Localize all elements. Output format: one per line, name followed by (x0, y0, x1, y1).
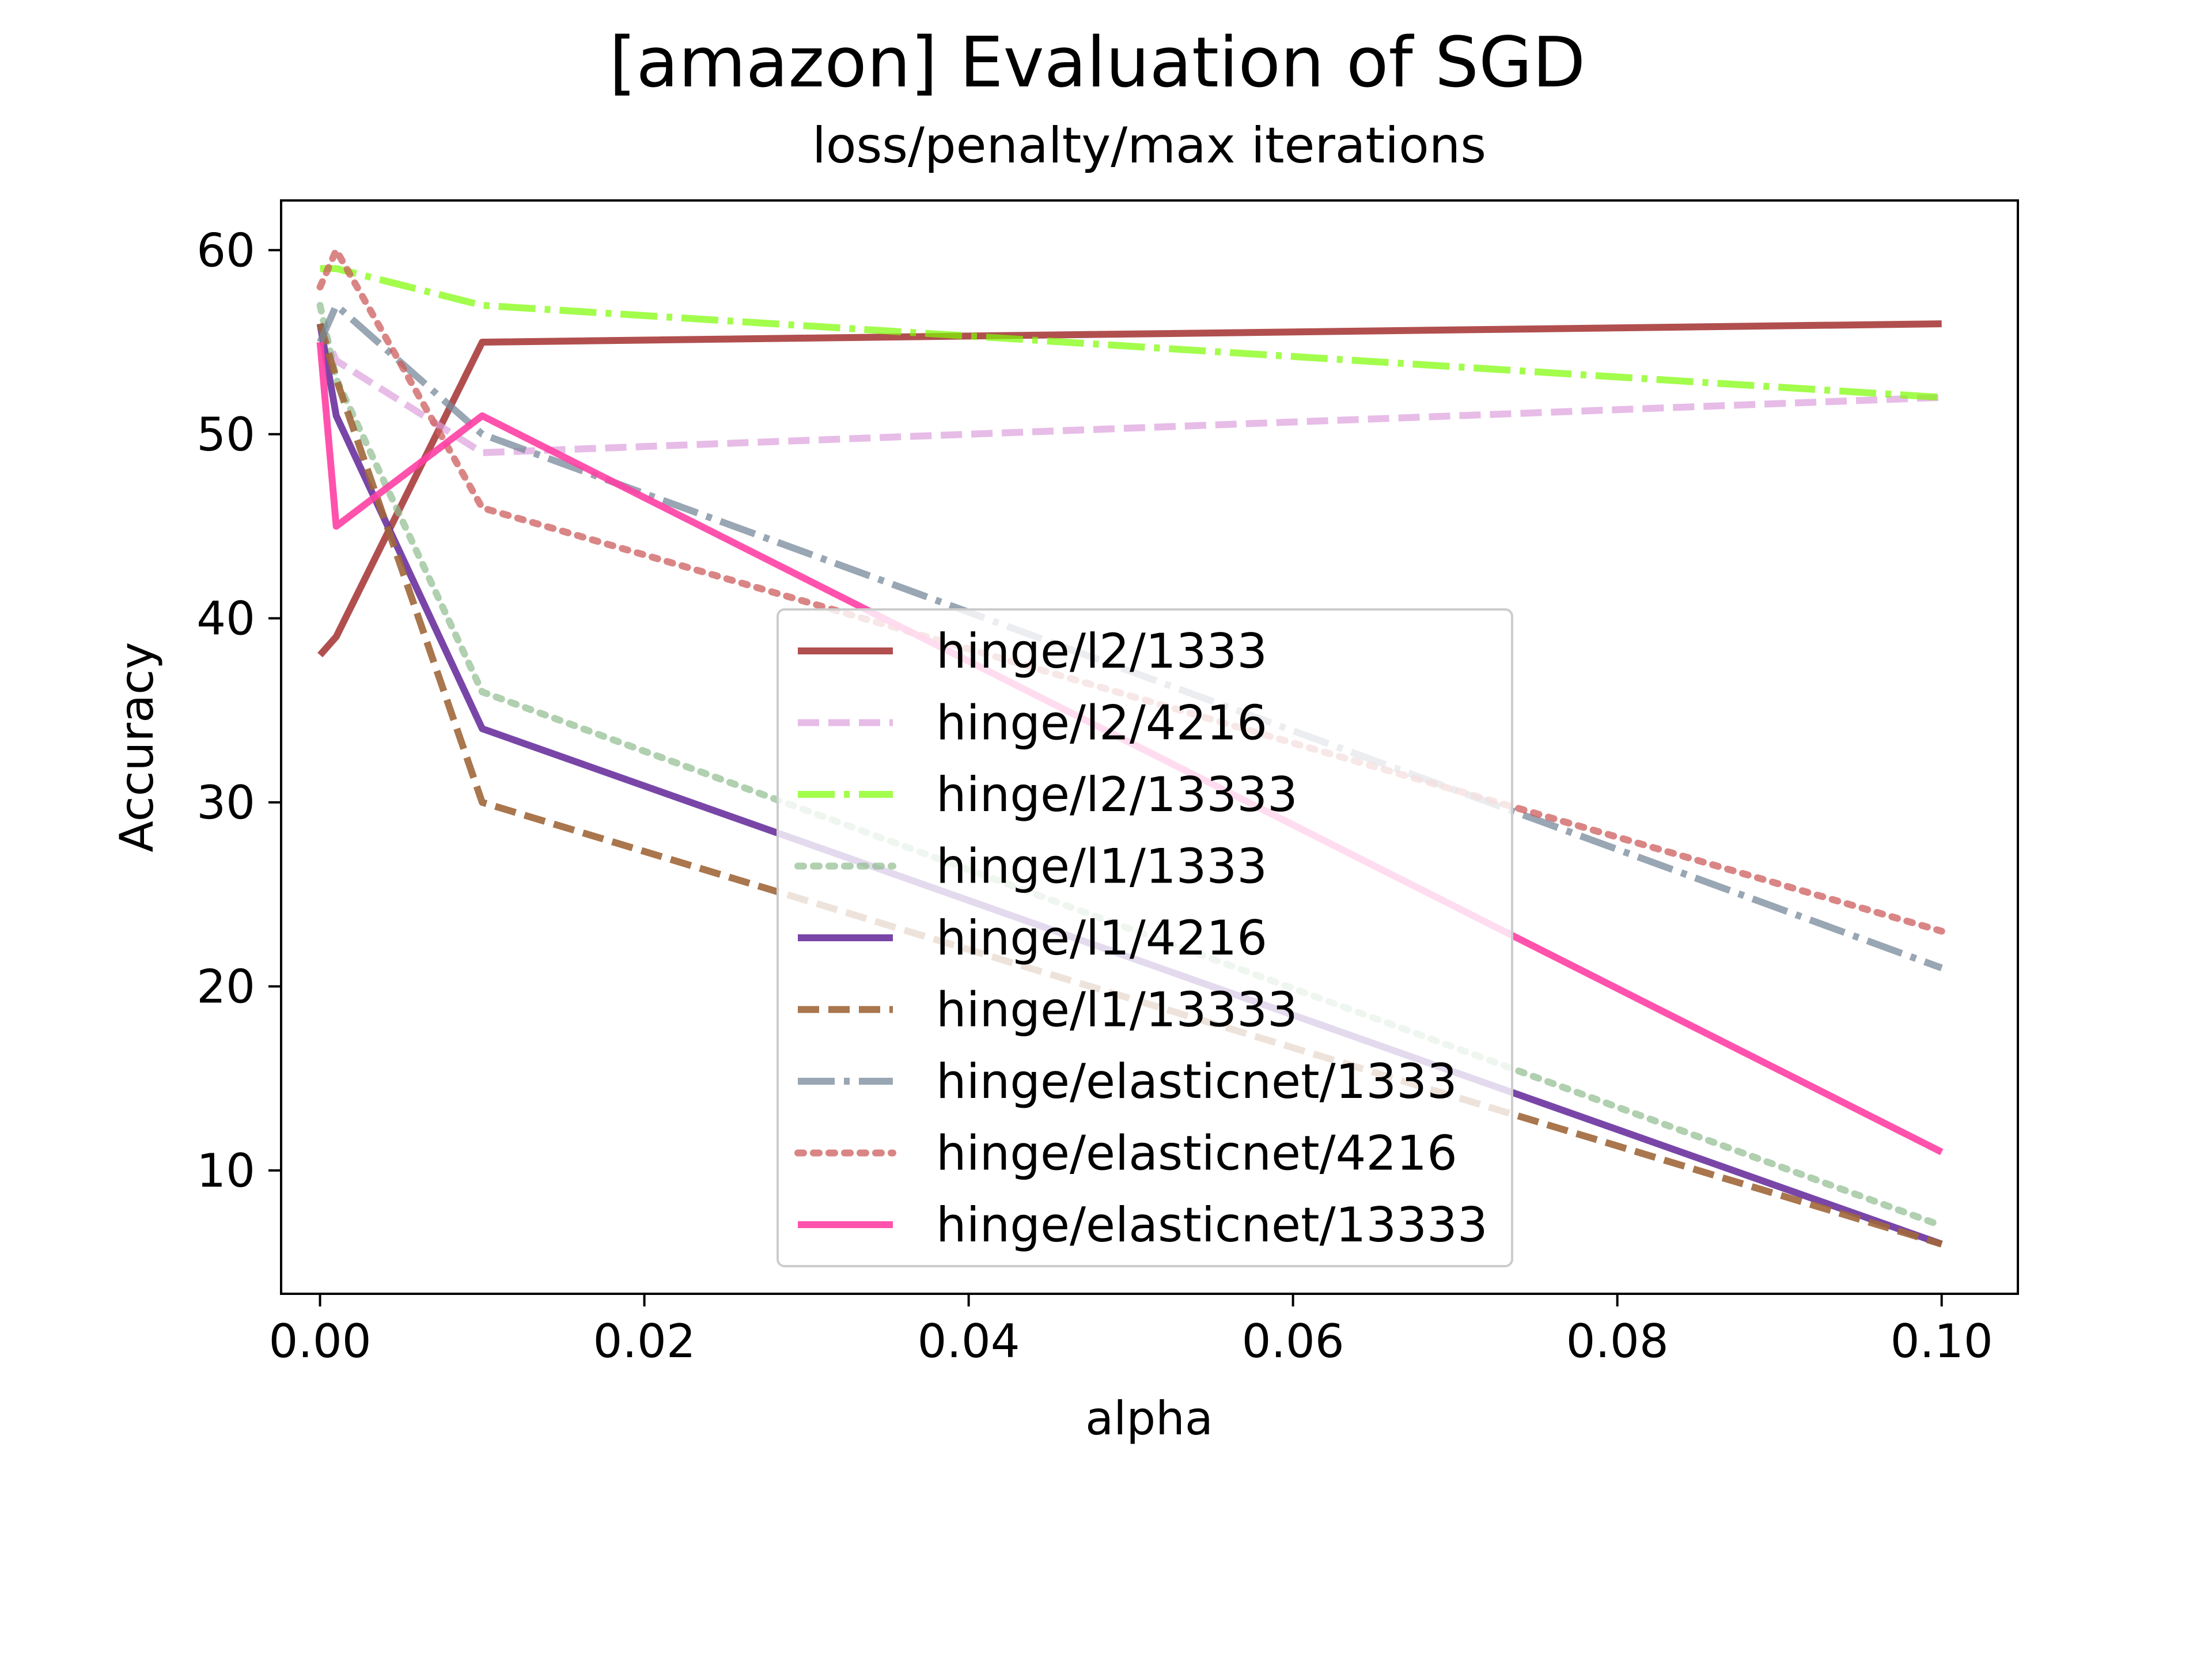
legend-box (777, 608, 1513, 1267)
y-tick-label: 20 (196, 960, 255, 1013)
chart-title: [amazon] Evaluation of SGD (609, 23, 1586, 103)
legend-label-hinge-l1-1333: hinge/l1/1333 (936, 839, 1267, 895)
x-tick-label: 0.08 (1566, 1315, 1669, 1368)
x-tick-label: 0.10 (1891, 1315, 1993, 1368)
y-tick-label: 10 (196, 1144, 255, 1198)
y-tick-label: 50 (196, 408, 255, 461)
x-axis: 0.00 0.02 0.04 0.06 0.08 0.10 (269, 1294, 1993, 1368)
y-tick-label: 30 (196, 776, 255, 830)
chart-subtitle: loss/penalty/max iterations (812, 117, 1486, 175)
legend-label-hinge-l1-13333: hinge/l1/13333 (936, 982, 1298, 1038)
y-tick-label: 40 (196, 592, 255, 645)
legend-label-hinge-elasticnet-4216: hinge/elasticnet/4216 (936, 1126, 1457, 1181)
y-axis: 10 20 30 40 50 60 (196, 224, 281, 1198)
legend-label-hinge-l2-1333: hinge/l2/1333 (936, 623, 1267, 679)
legend-label-hinge-l2-13333: hinge/l2/13333 (936, 767, 1298, 823)
legend-label-hinge-l1-4216: hinge/l1/4216 (936, 910, 1267, 966)
x-tick-label: 0.00 (269, 1315, 372, 1368)
series-line-hinge-l2-1333 (317, 320, 1942, 658)
x-tick-label: 0.02 (593, 1315, 696, 1368)
legend-label-hinge-elasticnet-13333: hinge/elasticnet/13333 (936, 1197, 1488, 1253)
x-tick-label: 0.06 (1242, 1315, 1344, 1368)
y-axis-label: Accuracy (110, 642, 164, 852)
axes-frame (280, 199, 2019, 1295)
x-axis-label: alpha (1085, 1392, 1213, 1445)
legend: hinge/l2/1333 hinge/l2/4216 hinge/l2/13333… (777, 608, 1513, 1267)
legend-label-hinge-l2-4216: hinge/l2/4216 (936, 695, 1267, 751)
x-tick-label: 0.04 (918, 1315, 1020, 1368)
y-tick-label: 60 (196, 224, 255, 277)
legend-label-hinge-elasticnet-1333: hinge/elasticnet/1333 (936, 1054, 1457, 1109)
